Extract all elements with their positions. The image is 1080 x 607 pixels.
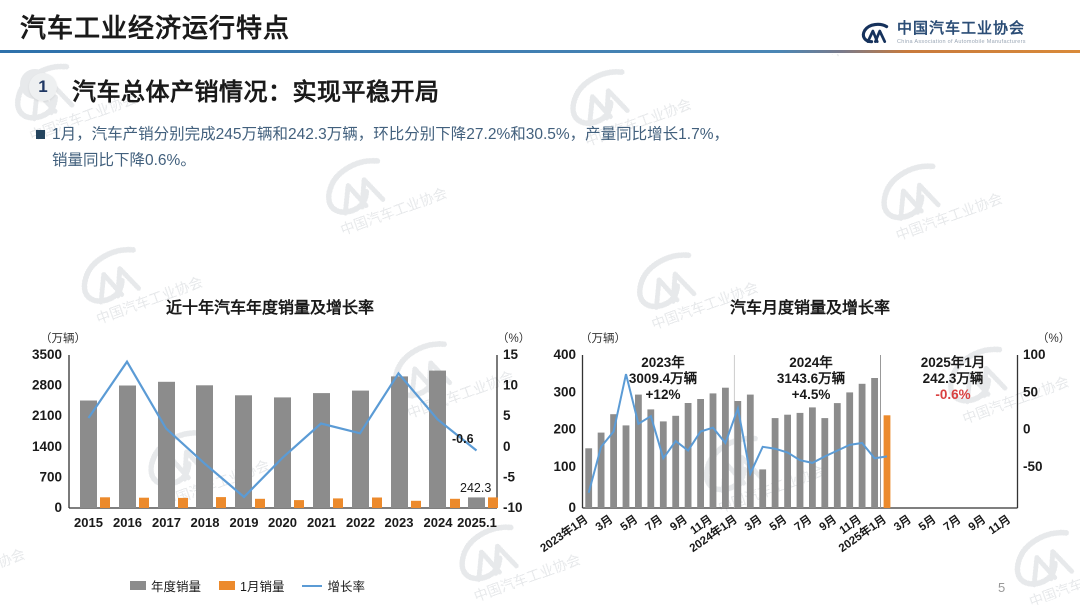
svg-text:300: 300 xyxy=(553,384,576,399)
svg-text:-0.6: -0.6 xyxy=(452,432,474,446)
svg-text:5月: 5月 xyxy=(916,513,938,534)
svg-text:2020: 2020 xyxy=(268,515,297,530)
svg-text:2018: 2018 xyxy=(191,515,220,530)
svg-text:2016: 2016 xyxy=(113,515,142,530)
svg-text:2019: 2019 xyxy=(230,515,259,530)
svg-text:5: 5 xyxy=(503,408,511,423)
svg-text:9月: 9月 xyxy=(668,513,690,534)
svg-text:2022: 2022 xyxy=(346,515,375,530)
svg-text:700: 700 xyxy=(39,469,62,484)
svg-text:15: 15 xyxy=(503,347,519,362)
svg-text:5月: 5月 xyxy=(618,513,640,534)
svg-text:2024: 2024 xyxy=(424,515,454,530)
svg-text:2025年1月: 2025年1月 xyxy=(921,354,986,370)
svg-text:3月: 3月 xyxy=(593,513,615,534)
svg-text:11月: 11月 xyxy=(986,513,1013,537)
svg-text:2800: 2800 xyxy=(32,378,62,393)
svg-text:400: 400 xyxy=(553,347,576,362)
svg-text:200: 200 xyxy=(553,422,576,437)
svg-text:2023: 2023 xyxy=(385,515,414,530)
svg-text:2100: 2100 xyxy=(32,408,62,423)
svg-text:100: 100 xyxy=(553,459,576,474)
svg-text:2023年: 2023年 xyxy=(641,354,685,370)
svg-text:-5: -5 xyxy=(503,469,515,484)
svg-text:5月: 5月 xyxy=(767,513,789,534)
svg-text:3143.6万辆: 3143.6万辆 xyxy=(777,370,846,386)
svg-text:0: 0 xyxy=(503,439,511,454)
svg-text:10: 10 xyxy=(503,378,518,393)
svg-text:1400: 1400 xyxy=(32,439,62,454)
svg-text:2023年1月: 2023年1月 xyxy=(540,512,590,555)
svg-text:-0.6%: -0.6% xyxy=(935,387,970,402)
svg-text:3月: 3月 xyxy=(891,513,913,534)
svg-text:9月: 9月 xyxy=(966,513,988,534)
svg-text:0: 0 xyxy=(1023,422,1031,437)
svg-text:7月: 7月 xyxy=(643,513,665,534)
svg-text:2015: 2015 xyxy=(74,515,103,530)
svg-text:3500: 3500 xyxy=(32,347,62,362)
svg-text:100: 100 xyxy=(1023,347,1046,362)
svg-text:7月: 7月 xyxy=(941,513,963,534)
svg-text:7月: 7月 xyxy=(792,513,814,534)
svg-text:2017: 2017 xyxy=(152,515,181,530)
svg-text:0: 0 xyxy=(568,500,576,515)
svg-text:9月: 9月 xyxy=(817,513,839,534)
svg-text:50: 50 xyxy=(1023,384,1038,399)
svg-text:+4.5%: +4.5% xyxy=(792,387,831,402)
svg-text:-50: -50 xyxy=(1023,459,1043,474)
svg-text:+12%: +12% xyxy=(646,387,681,402)
svg-text:0: 0 xyxy=(54,500,62,515)
svg-text:-10: -10 xyxy=(503,500,523,515)
svg-text:2021: 2021 xyxy=(307,515,336,530)
svg-text:242.3: 242.3 xyxy=(460,481,491,495)
svg-text:2025.1: 2025.1 xyxy=(457,515,497,530)
svg-text:3月: 3月 xyxy=(742,513,764,534)
svg-text:3009.4万辆: 3009.4万辆 xyxy=(629,370,698,386)
svg-text:242.3万辆: 242.3万辆 xyxy=(923,370,984,386)
svg-text:2024年: 2024年 xyxy=(789,354,833,370)
